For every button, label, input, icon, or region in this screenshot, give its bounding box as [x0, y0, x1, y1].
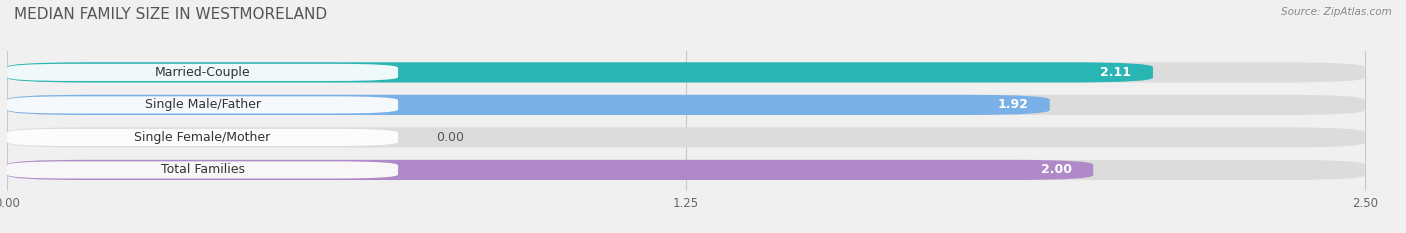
Text: Total Families: Total Families — [160, 163, 245, 176]
FancyBboxPatch shape — [7, 129, 398, 146]
FancyBboxPatch shape — [7, 160, 1365, 180]
FancyBboxPatch shape — [7, 95, 1365, 115]
Text: MEDIAN FAMILY SIZE IN WESTMORELAND: MEDIAN FAMILY SIZE IN WESTMORELAND — [14, 7, 328, 22]
FancyBboxPatch shape — [7, 161, 398, 178]
Text: 0.00: 0.00 — [436, 131, 464, 144]
Text: Single Male/Father: Single Male/Father — [145, 98, 260, 111]
FancyBboxPatch shape — [7, 160, 1094, 180]
FancyBboxPatch shape — [7, 64, 398, 81]
FancyBboxPatch shape — [7, 95, 1050, 115]
Text: Single Female/Mother: Single Female/Mother — [135, 131, 271, 144]
FancyBboxPatch shape — [7, 62, 1153, 82]
FancyBboxPatch shape — [7, 62, 1365, 82]
Text: Married-Couple: Married-Couple — [155, 66, 250, 79]
Text: Source: ZipAtlas.com: Source: ZipAtlas.com — [1281, 7, 1392, 17]
FancyBboxPatch shape — [7, 127, 1365, 147]
Text: 1.92: 1.92 — [997, 98, 1028, 111]
FancyBboxPatch shape — [7, 96, 398, 113]
Text: 2.11: 2.11 — [1101, 66, 1132, 79]
Text: 2.00: 2.00 — [1040, 163, 1071, 176]
